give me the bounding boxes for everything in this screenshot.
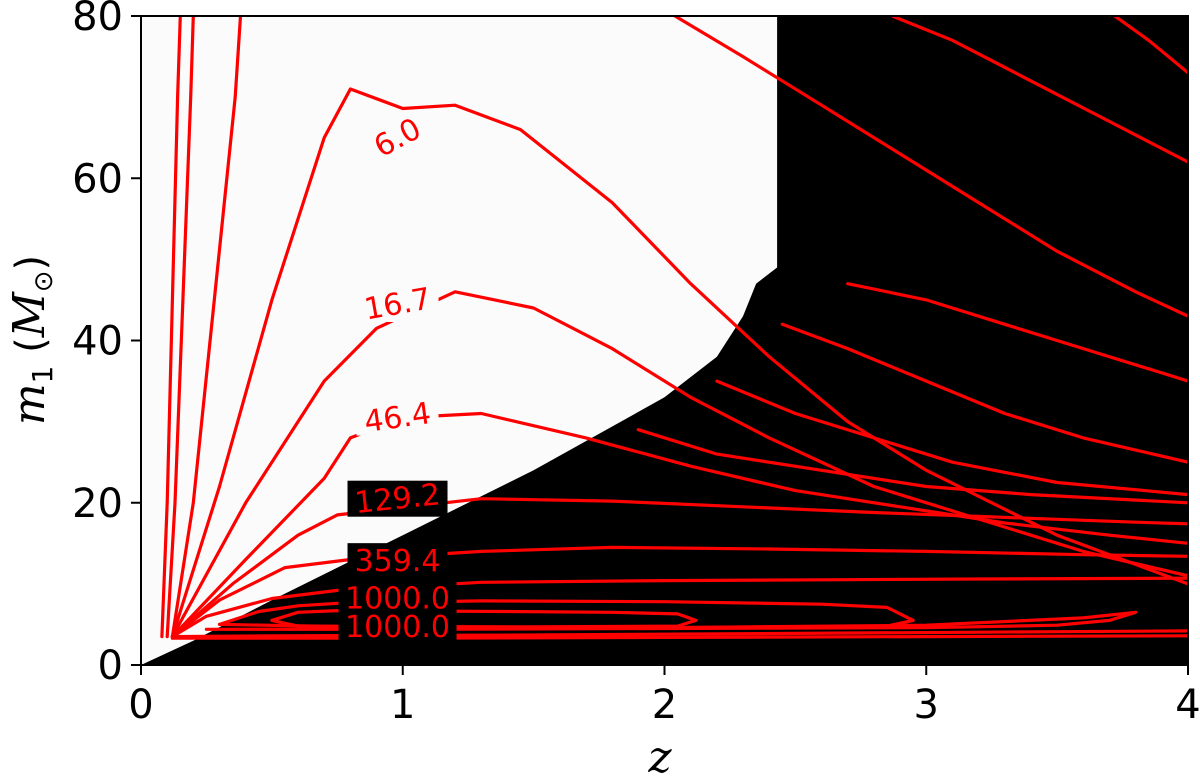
x-tick-label: 0 — [128, 682, 153, 728]
x-axis-ticks: 0 1 2 3 4 — [128, 665, 1200, 728]
y-tick-label: 60 — [72, 156, 123, 202]
y-axis-ticks: 0 20 40 60 80 — [72, 0, 141, 689]
contour-line — [673, 16, 1188, 318]
contour-line — [165, 16, 195, 639]
contour-line — [170, 576, 1188, 639]
y-label-sub: 1 — [26, 366, 59, 384]
contour-label-bg — [356, 285, 439, 322]
y-tick-label: 20 — [72, 481, 123, 527]
y-tick-label: 0 — [98, 643, 123, 689]
contour-lines — [160, 16, 1188, 640]
y-label-open: ( — [8, 337, 54, 365]
y-label-close: ) — [8, 255, 54, 271]
contour-line — [715, 379, 1188, 497]
contour-line — [636, 428, 1188, 505]
y-tick-label: 40 — [72, 319, 123, 365]
contour-line — [170, 497, 1188, 639]
y-label-main: m — [4, 383, 55, 425]
contour-line — [780, 322, 1188, 464]
x-tick-label: 3 — [914, 682, 939, 728]
contour-label-bg — [338, 608, 457, 645]
contour-label-bg — [356, 399, 439, 436]
contour-label-bg — [347, 543, 448, 580]
contour-line — [170, 629, 1188, 639]
contour-line — [170, 87, 1188, 639]
contour-line — [204, 610, 1138, 631]
y-label-unit: M — [4, 291, 55, 338]
contour-line — [890, 16, 1188, 164]
contour-label: 1000.0 — [345, 610, 450, 645]
contour-line — [1113, 16, 1188, 75]
contour-line — [170, 16, 243, 639]
x-tick-label: 4 — [1175, 682, 1200, 728]
y-axis-label: m1 (M⊙) — [4, 255, 59, 425]
contour-label-bg — [347, 480, 448, 517]
contour-label: 359.4 — [355, 544, 441, 579]
y-label-unit-sub: ⊙ — [29, 270, 59, 292]
contour-line — [170, 545, 1188, 639]
contour-line — [170, 634, 1188, 640]
contour-line — [160, 16, 182, 639]
contour-line — [170, 411, 1188, 639]
contour-label-bg — [365, 119, 430, 156]
x-tick-label: 1 — [390, 682, 415, 728]
x-tick-label: 2 — [652, 682, 677, 728]
contour-line — [846, 282, 1188, 383]
x-axis-label: z — [647, 732, 672, 776]
y-tick-label: 80 — [72, 0, 123, 40]
